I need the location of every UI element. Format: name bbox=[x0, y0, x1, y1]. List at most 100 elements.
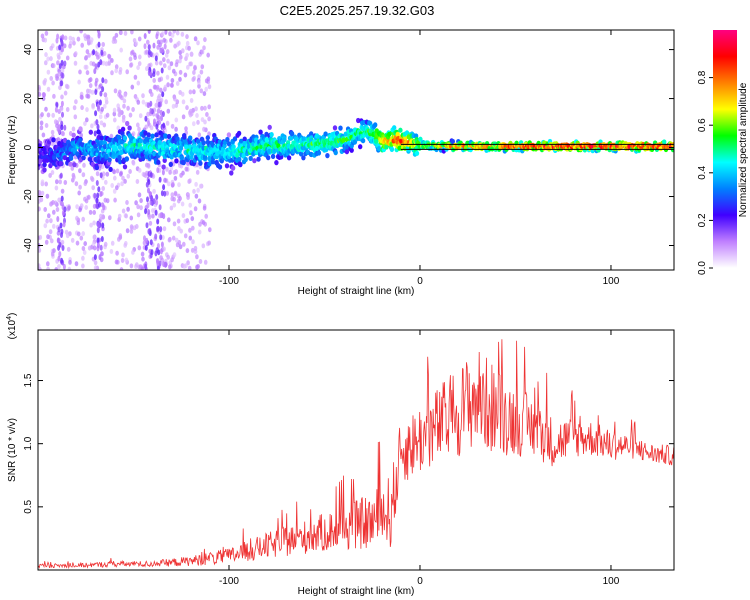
spectrogram-speckle bbox=[202, 205, 207, 211]
spectrogram-speckle bbox=[45, 218, 49, 224]
spectrogram-speckle bbox=[38, 206, 41, 212]
spectrogram-speckle bbox=[142, 172, 147, 178]
spectrogram-x-tick-label: 100 bbox=[603, 276, 620, 287]
spectrogram-speckle bbox=[159, 60, 163, 66]
spectrogram-speckle bbox=[130, 84, 135, 90]
spectrogram-speckle bbox=[112, 107, 117, 113]
spectrogram-speckle bbox=[54, 73, 59, 79]
spectrogram-speckle bbox=[166, 82, 170, 88]
spectrogram-cell bbox=[62, 155, 67, 161]
spectrogram-cell bbox=[68, 161, 73, 167]
spectrogram-streak-cell bbox=[98, 254, 102, 261]
spectrogram-speckle bbox=[73, 60, 78, 66]
spectrogram-streak-cell bbox=[55, 37, 59, 44]
spectrogram-speckle bbox=[167, 237, 172, 243]
spectrogram-cell bbox=[117, 154, 122, 161]
spectrogram-speckle bbox=[168, 169, 172, 175]
spectrogram-speckle bbox=[93, 265, 98, 270]
spectrogram-streak-cell bbox=[94, 89, 98, 95]
spectrogram-speckle bbox=[130, 30, 134, 35]
spectrogram-speckle bbox=[178, 76, 182, 82]
spectrogram-speckle bbox=[107, 53, 111, 59]
spectrogram-cell bbox=[94, 165, 100, 171]
spectrogram-speckle bbox=[136, 80, 141, 86]
spectrogram-streak-cell bbox=[93, 192, 97, 199]
colorbar-tick-label: 0.4 bbox=[697, 165, 708, 179]
spectrogram-speckle bbox=[136, 122, 140, 128]
spectrogram-speckle bbox=[151, 208, 155, 214]
spectrogram-speckle bbox=[68, 259, 72, 265]
spectrogram-speckle bbox=[164, 99, 168, 105]
spectrogram-speckle bbox=[105, 198, 110, 204]
snr-y-multiplier-exp: 4 bbox=[6, 316, 13, 320]
spectrogram-speckle bbox=[72, 174, 76, 180]
spectrogram-speckle bbox=[75, 204, 79, 210]
spectrogram-speckle bbox=[92, 245, 97, 251]
spectrogram-streak-cell bbox=[60, 257, 64, 264]
spectrogram-speckle bbox=[74, 181, 79, 187]
spectrogram-speckle bbox=[136, 99, 141, 105]
spectrogram-speckle bbox=[176, 218, 181, 224]
snr-series-line bbox=[38, 339, 674, 570]
spectrogram-speckle bbox=[185, 40, 190, 46]
spectrogram-cell bbox=[373, 122, 378, 128]
spectrogram-speckle bbox=[131, 249, 135, 255]
spectrogram-speckle bbox=[183, 72, 188, 78]
spectrogram-streak-cell bbox=[159, 212, 163, 219]
spectrogram-cell bbox=[264, 137, 269, 143]
spectrogram-speckle bbox=[177, 182, 181, 188]
spectrogram-speckle bbox=[41, 132, 46, 138]
spectrogram-speckle bbox=[79, 235, 84, 241]
spectrogram-speckle bbox=[147, 214, 152, 220]
spectrogram-speckle bbox=[85, 107, 89, 113]
spectrogram-speckle bbox=[129, 224, 134, 230]
spectrogram-speckle bbox=[89, 222, 93, 228]
spectrogram-speckle bbox=[40, 190, 45, 196]
spectrogram-cell bbox=[143, 130, 148, 136]
spectrogram-y-axis-label: Frequency (Hz) bbox=[7, 116, 18, 185]
spectrogram-speckle bbox=[40, 179, 45, 185]
spectrogram-speckle bbox=[170, 192, 175, 198]
spectrogram-speckle bbox=[65, 55, 70, 61]
spectrogram-speckle bbox=[63, 35, 68, 41]
spectrogram-speckle bbox=[113, 88, 118, 94]
spectrogram-speckle bbox=[100, 251, 104, 257]
colorbar-tick-label: 0.8 bbox=[697, 70, 708, 84]
snr-x-tick-label: -100 bbox=[219, 576, 239, 587]
spectrogram-speckle bbox=[64, 83, 69, 89]
spectrogram-speckle bbox=[93, 260, 98, 266]
spectrogram-speckle bbox=[193, 64, 197, 70]
spectrogram-streak-cell bbox=[61, 111, 64, 118]
spectrogram-cell bbox=[325, 153, 330, 159]
spectrogram-speckle bbox=[55, 179, 59, 185]
spectrogram-streak-cell bbox=[164, 30, 168, 35]
spectrogram-streak-cell bbox=[155, 199, 159, 206]
spectrogram-cell bbox=[201, 140, 206, 146]
spectrogram-speckle bbox=[173, 175, 178, 181]
spectrogram-streak-cell bbox=[150, 249, 154, 256]
spectrogram-streak-cell bbox=[162, 261, 166, 268]
spectrogram-speckle bbox=[50, 251, 55, 257]
spectrogram-speckle bbox=[112, 111, 117, 117]
spectrogram-streak-cell bbox=[99, 191, 103, 197]
spectrogram-speckle bbox=[75, 240, 80, 246]
spectrogram-speckle bbox=[120, 258, 125, 263]
spectrogram-speckle bbox=[159, 87, 163, 93]
spectrogram-streak-cell bbox=[155, 123, 159, 130]
spectrogram-speckle bbox=[171, 235, 176, 241]
spectrogram-cell bbox=[196, 138, 201, 145]
spectrogram-speckle bbox=[92, 234, 96, 240]
snr-x-axis-label: Height of straight line (km) bbox=[298, 586, 415, 597]
spectrogram-speckle bbox=[204, 86, 208, 92]
spectrogram-speckle bbox=[141, 99, 146, 105]
spectrogram-cell bbox=[162, 157, 167, 163]
spectrogram-y-tick-label: -40 bbox=[23, 238, 34, 253]
spectrogram-speckle bbox=[44, 181, 48, 187]
spectrogram-cell bbox=[99, 135, 104, 141]
spectrogram-speckle bbox=[203, 105, 207, 111]
spectrogram-streak-cell bbox=[96, 227, 100, 234]
spectrogram-speckle bbox=[170, 78, 175, 83]
spectrogram-speckle bbox=[53, 119, 58, 125]
spectrogram-speckle bbox=[119, 267, 124, 270]
spectrogram-speckle bbox=[81, 246, 86, 251]
